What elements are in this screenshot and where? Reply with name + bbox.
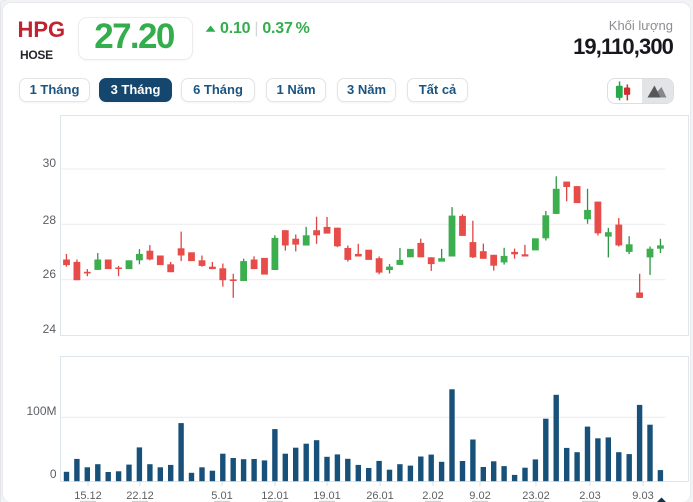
svg-text:28: 28: [43, 213, 57, 227]
svg-text:0: 0: [50, 467, 57, 481]
svg-text:15.12: 15.12: [74, 490, 102, 502]
svg-text:12.01: 12.01: [261, 490, 289, 502]
svg-text:23.02: 23.02: [522, 490, 550, 502]
svg-text:24: 24: [43, 322, 57, 336]
svg-text:100M: 100M: [26, 404, 56, 418]
svg-text:19.01: 19.01: [313, 490, 341, 502]
svg-text:30: 30: [43, 156, 57, 170]
svg-text:26: 26: [43, 267, 57, 281]
svg-text:9.02: 9.02: [469, 490, 490, 502]
svg-text:2.03: 2.03: [579, 490, 600, 502]
svg-text:2.02: 2.02: [422, 490, 443, 502]
svg-text:22.12: 22.12: [126, 490, 154, 502]
svg-text:26.01: 26.01: [366, 490, 394, 502]
svg-text:9.03: 9.03: [632, 490, 653, 502]
svg-text:5.01: 5.01: [211, 490, 232, 502]
